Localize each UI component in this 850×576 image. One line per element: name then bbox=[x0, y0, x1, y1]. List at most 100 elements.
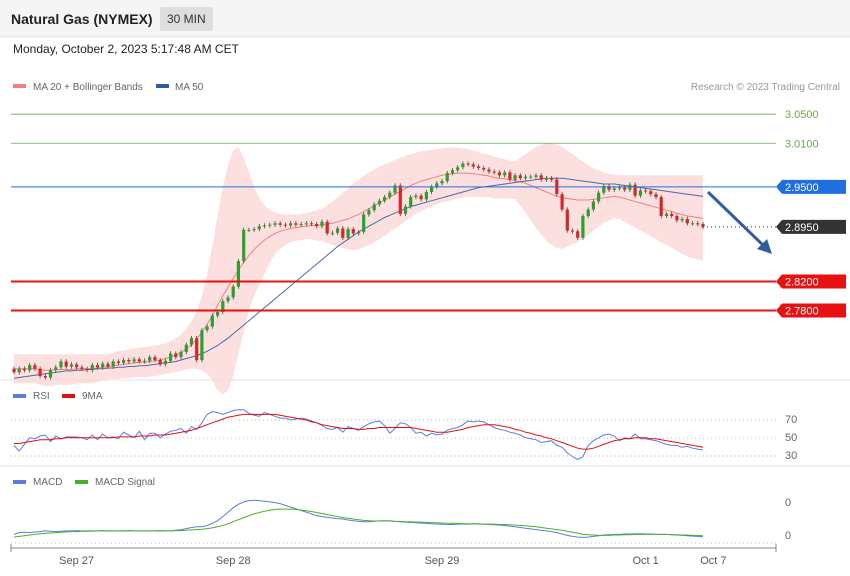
candle bbox=[257, 226, 261, 230]
bollinger-band bbox=[14, 143, 703, 395]
candle bbox=[539, 175, 543, 180]
candle bbox=[262, 225, 267, 227]
candle bbox=[252, 229, 256, 231]
candle bbox=[513, 175, 517, 180]
candle bbox=[466, 163, 470, 165]
candle bbox=[424, 192, 428, 200]
candle bbox=[90, 365, 94, 371]
candle bbox=[680, 218, 684, 221]
candle bbox=[550, 178, 554, 180]
legend-rsi-swatch bbox=[13, 394, 26, 398]
level-tag bbox=[776, 274, 846, 289]
macd-signal-line bbox=[13, 508, 704, 538]
candle bbox=[581, 216, 585, 238]
candle bbox=[226, 297, 230, 302]
candle bbox=[367, 210, 371, 215]
candle bbox=[195, 338, 199, 360]
rsi-ma-line bbox=[14, 413, 704, 450]
candle bbox=[617, 187, 622, 189]
candle bbox=[560, 194, 564, 210]
level-label: 2.9500 bbox=[785, 182, 819, 194]
candle bbox=[132, 359, 136, 362]
forecast-arrow bbox=[706, 190, 772, 254]
candle bbox=[409, 197, 413, 207]
levels: 3.0500 3.0100 2.9500 2.8950 2.8200 2.7800 bbox=[11, 109, 846, 318]
candle bbox=[315, 224, 319, 227]
candle bbox=[142, 360, 147, 362]
candle bbox=[95, 365, 100, 368]
candle bbox=[48, 370, 53, 378]
candle bbox=[445, 173, 449, 182]
legend-ma20-label: MA 20 + Bollinger Bands bbox=[33, 82, 143, 93]
candle bbox=[659, 197, 663, 216]
candle bbox=[309, 223, 314, 225]
candle bbox=[12, 368, 16, 373]
candle bbox=[586, 209, 590, 216]
candle bbox=[523, 176, 528, 179]
candle bbox=[670, 213, 674, 216]
candle bbox=[80, 367, 84, 369]
candle bbox=[299, 224, 303, 225]
candle bbox=[137, 359, 141, 362]
candle bbox=[43, 376, 47, 378]
candle bbox=[414, 195, 418, 198]
candle bbox=[607, 186, 611, 190]
candle bbox=[497, 172, 501, 176]
candle bbox=[701, 224, 705, 227]
candle bbox=[106, 363, 110, 367]
legend-macd-signal-label: MACD Signal bbox=[95, 477, 155, 488]
level-label: 2.8200 bbox=[785, 277, 819, 289]
candle bbox=[179, 352, 183, 358]
level-label: 3.0500 bbox=[785, 109, 819, 121]
candle bbox=[691, 223, 695, 225]
candle bbox=[236, 261, 240, 287]
candle bbox=[492, 171, 496, 173]
candle bbox=[393, 185, 397, 193]
candle bbox=[482, 168, 486, 170]
timeframe-button[interactable]: 30 MIN bbox=[160, 7, 213, 31]
candle bbox=[570, 230, 575, 232]
candle bbox=[602, 186, 606, 193]
level-tag bbox=[776, 179, 846, 194]
candle bbox=[696, 223, 700, 225]
candle bbox=[116, 361, 120, 363]
candle bbox=[64, 361, 68, 367]
legend-macd-swatch bbox=[13, 480, 26, 484]
candle bbox=[591, 201, 595, 210]
candle bbox=[351, 229, 355, 234]
candle bbox=[231, 286, 235, 298]
candle bbox=[85, 368, 89, 371]
level-label: 3.0100 bbox=[785, 138, 819, 150]
candle bbox=[273, 223, 277, 225]
level-tag bbox=[776, 219, 846, 234]
legend-ma20-swatch bbox=[13, 84, 26, 88]
candle bbox=[278, 223, 282, 225]
datetime-label: Monday, October 2, 2023 5:17:48 AM CET bbox=[13, 42, 239, 56]
candle bbox=[304, 223, 308, 225]
macd-panel bbox=[13, 499, 704, 538]
candle bbox=[503, 172, 507, 176]
candle bbox=[54, 367, 58, 371]
credit-label: Research © 2023 Trading Central bbox=[691, 82, 840, 93]
candle bbox=[362, 214, 366, 232]
macd-tick-lower: 0 bbox=[785, 530, 791, 542]
candle bbox=[289, 223, 293, 226]
candle bbox=[101, 363, 105, 368]
candle bbox=[649, 191, 653, 195]
candle bbox=[461, 163, 465, 168]
candle bbox=[320, 221, 324, 227]
candle bbox=[216, 312, 220, 316]
candle bbox=[508, 172, 512, 180]
candle bbox=[158, 360, 162, 365]
candle bbox=[654, 194, 658, 198]
candle bbox=[576, 231, 580, 238]
candle bbox=[623, 187, 627, 190]
candle bbox=[346, 229, 350, 238]
candle bbox=[283, 224, 287, 226]
candle bbox=[471, 164, 475, 167]
candle bbox=[153, 357, 157, 360]
candle bbox=[122, 360, 126, 363]
candle bbox=[210, 315, 214, 327]
candle bbox=[597, 192, 601, 202]
